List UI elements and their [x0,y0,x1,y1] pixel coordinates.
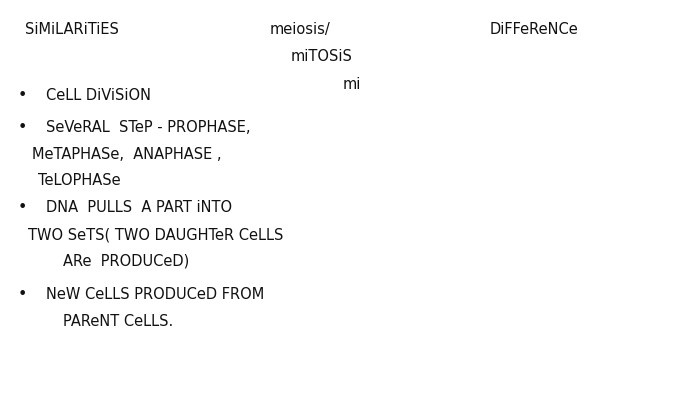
Text: SiMiLARiTiES: SiMiLARiTiES [25,22,118,37]
Text: miTOSiS: miTOSiS [290,49,352,64]
Text: •: • [18,200,27,215]
Text: DiFFeReNCe: DiFFeReNCe [490,22,579,37]
Text: DNA  PULLS  A PART iNTO: DNA PULLS A PART iNTO [46,200,232,215]
Text: •: • [18,120,27,135]
Text: TWO SeTS( TWO DAUGHTeR CeLLS: TWO SeTS( TWO DAUGHTeR CeLLS [28,228,284,243]
Text: •: • [18,88,27,103]
Text: TeLOPHASe: TeLOPHASe [38,173,121,188]
Text: PAReNT CeLLS.: PAReNT CeLLS. [63,314,174,329]
Text: MeTAPHASe,  ANAPHASE ,: MeTAPHASe, ANAPHASE , [32,147,221,162]
Text: •: • [18,287,27,302]
Text: CeLL DiViSiON: CeLL DiViSiON [46,88,150,103]
Text: mi: mi [343,77,361,92]
Text: meiosis/: meiosis/ [270,22,330,37]
Text: ARe  PRODUCeD): ARe PRODUCeD) [63,253,189,268]
Text: SeVeRAL  STeP - PROPHASE,: SeVeRAL STeP - PROPHASE, [46,120,250,135]
Text: NeW CeLLS PRODUCeD FROM: NeW CeLLS PRODUCeD FROM [46,287,264,302]
